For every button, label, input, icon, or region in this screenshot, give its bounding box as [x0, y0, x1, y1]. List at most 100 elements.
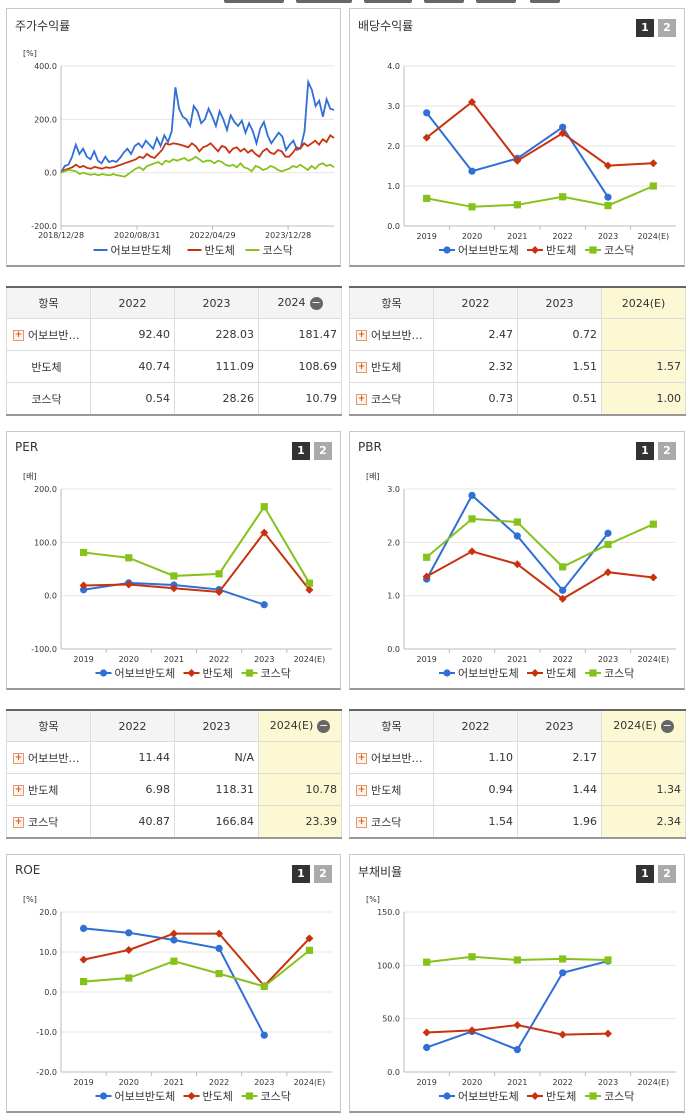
minus-icon[interactable]: − [309, 295, 323, 310]
page-1-button[interactable]: 1 [636, 19, 654, 37]
plus-icon[interactable]: + [356, 362, 367, 373]
data-point [604, 540, 612, 549]
y-tick-label: 0.0 [387, 645, 400, 654]
y-tick-label: 400.0 [34, 62, 57, 71]
table-cell: 0.73 [433, 382, 518, 416]
row-name[interactable]: + 반도체 [349, 350, 434, 383]
table-cell: 1.10 [433, 741, 518, 774]
data-point [124, 580, 133, 589]
plus-icon[interactable]: + [356, 753, 367, 764]
series-line [60, 133, 335, 174]
data-point [305, 934, 314, 943]
table-cell: 108.69 [258, 350, 342, 383]
data-point [423, 958, 431, 966]
page-1-button[interactable]: 1 [292, 865, 310, 883]
panel-title: 부채비율 [358, 865, 403, 879]
data-point [604, 1029, 612, 1038]
page-1-button[interactable]: 1 [636, 442, 654, 460]
table-row: + 어보브반… 92.40 228.03 181.47 [6, 318, 342, 351]
row-name[interactable]: + 코스닥 [6, 805, 91, 839]
plus-icon[interactable]: + [13, 817, 24, 828]
table-cell: 1.96 [517, 805, 602, 839]
page-2-button[interactable]: 2 [314, 442, 332, 460]
y-tick-label: 1.0 [387, 592, 400, 601]
x-tick-label: 2023 [254, 1078, 274, 1087]
y-tick-label: 4.0 [387, 62, 400, 71]
data-point [260, 601, 268, 609]
table-row: + 코스닥 0.73 0.51 1.00 [349, 382, 686, 416]
col-header: 항목 [349, 287, 434, 319]
y-tick-label: 1.0 [387, 182, 400, 191]
col-header: 2023 [174, 710, 259, 742]
data-point [170, 957, 178, 965]
x-tick-label: 2019 [73, 1078, 93, 1087]
data-point [215, 970, 223, 978]
plus-icon[interactable]: + [13, 330, 24, 341]
series-line [83, 504, 311, 584]
row-name[interactable]: + 어보브반… [6, 318, 91, 351]
row-name: 반도체 [6, 350, 91, 383]
col-header: 2024(E) [601, 287, 686, 319]
data-point [468, 547, 476, 556]
table-cell [258, 741, 342, 774]
row-name[interactable]: + 코스닥 [349, 382, 434, 416]
table-row: + 코스닥 40.87 166.84 23.39 [6, 805, 342, 839]
table-cell: 2.34 [601, 805, 686, 839]
plus-icon[interactable]: + [356, 785, 367, 796]
x-tick-label: 2020 [462, 1078, 482, 1087]
plus-icon[interactable]: + [356, 394, 367, 405]
data-point [513, 518, 521, 526]
x-tick-label: 2021 [507, 655, 527, 664]
plus-icon[interactable]: + [356, 817, 367, 828]
data-point [649, 182, 657, 190]
page-1-button[interactable]: 1 [636, 865, 654, 883]
legend-label: 코스닥 [263, 244, 293, 257]
table-cell: 0.72 [517, 318, 602, 351]
data-point [215, 944, 223, 952]
data-point [604, 956, 612, 964]
row-name[interactable]: + 어보브반… [349, 318, 434, 351]
y-unit-label: [%] [23, 49, 37, 58]
page-2-button[interactable]: 2 [658, 442, 676, 460]
minus-icon[interactable]: − [660, 718, 674, 733]
x-tick-label: 2020 [462, 232, 482, 241]
data-point [531, 1092, 539, 1100]
x-tick-label: 2024(E) [638, 1078, 670, 1087]
y-tick-label: 3.0 [387, 102, 400, 111]
x-tick-label: 2024(E) [638, 232, 670, 241]
data-point [422, 572, 431, 581]
data-point [79, 955, 88, 964]
row-name[interactable]: + 반도체 [349, 773, 434, 806]
page-1-button[interactable]: 1 [292, 442, 310, 460]
page-2-button[interactable]: 2 [314, 865, 332, 883]
table-row: + 어보브반… 1.10 2.17 [349, 741, 686, 774]
data-point [468, 515, 476, 523]
data-point [531, 246, 539, 254]
plus-icon[interactable]: + [13, 753, 24, 764]
row-name[interactable]: + 코스닥 [349, 805, 434, 839]
row-name[interactable]: + 어보브반… [349, 741, 434, 774]
series-line [60, 155, 335, 178]
x-tick-label: 2022 [209, 655, 229, 664]
y-tick-label: 0.0 [44, 988, 57, 997]
plus-icon[interactable]: + [356, 330, 367, 341]
table-cell: 1.44 [517, 773, 602, 806]
page-2-button[interactable]: 2 [658, 865, 676, 883]
data-point [649, 520, 657, 528]
panel-title: PER [15, 440, 39, 454]
page-2-button[interactable]: 2 [658, 19, 676, 37]
x-tick-label: 2021 [164, 1078, 184, 1087]
data-point [260, 528, 269, 537]
table-cell: 2.47 [433, 318, 518, 351]
plus-icon[interactable]: + [13, 785, 24, 796]
x-tick-label: 2020/08/31 [114, 231, 160, 240]
row-name[interactable]: + 반도체 [6, 773, 91, 806]
table-row: + 코스닥 1.54 1.96 2.34 [349, 805, 686, 839]
legend-label: 반도체 [203, 667, 233, 680]
minus-icon[interactable]: − [317, 718, 331, 733]
panel-stock-return: 주가수익률 400.0 200.0 0.0 -200.0 [%] 2018/12/28 20… [6, 8, 341, 267]
panel-title: 배당수익률 [358, 19, 414, 33]
y-tick-label: -200.0 [31, 222, 57, 231]
table-cell [601, 741, 686, 774]
row-name[interactable]: + 어보브반… [6, 741, 91, 774]
